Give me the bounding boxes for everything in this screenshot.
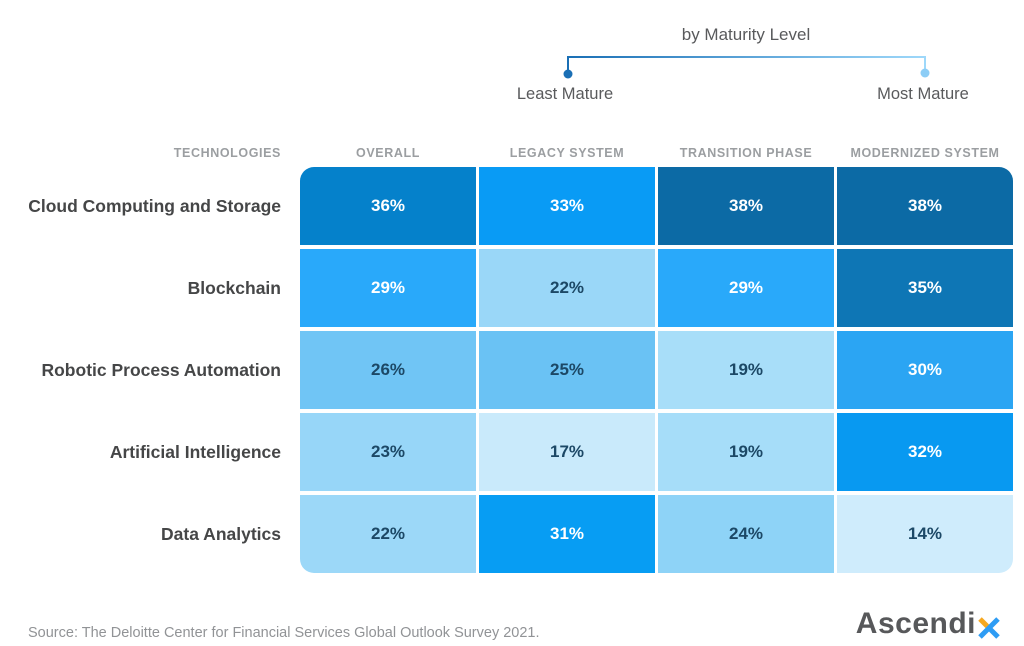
heatmap-cell: 36% (300, 167, 476, 245)
maturity-range-bracket-icon (563, 56, 930, 79)
heatmap-table: Cloud Computing and Storage Blockchain R… (0, 167, 1013, 573)
row-labels-column: Cloud Computing and Storage Blockchain R… (0, 167, 281, 573)
technologies-column-header: TECHNOLOGIES (173, 146, 281, 160)
heatmap-cell: 23% (300, 413, 476, 491)
heatmap-cell: 31% (479, 495, 655, 573)
heatmap-cell: 22% (300, 495, 476, 573)
heatmap-cell: 24% (658, 495, 834, 573)
row-label-cloud-computing: Cloud Computing and Storage (28, 195, 281, 216)
row-label-blockchain: Blockchain (187, 277, 281, 298)
source-note: Source: The Deloitte Center for Financia… (28, 625, 540, 641)
heatmap-cell: 38% (837, 167, 1013, 245)
row-label-artificial-intelligence: Artificial Intelligence (109, 441, 281, 462)
heatmap-cell: 19% (658, 413, 834, 491)
heatmap-cell: 32% (837, 413, 1013, 491)
heatmap-cell: 19% (658, 331, 834, 409)
least-mature-label: Least Mature (516, 85, 614, 103)
heatmap-cell: 29% (658, 249, 834, 327)
heatmap-grid: 36% 33% 38% 38% 29% 22% 29% 35% 26% 25% … (300, 167, 1013, 573)
heatmap-cell: 22% (479, 249, 655, 327)
column-headers: TECHNOLOGIES OVERALL LEGACY SYSTEM TRANS… (0, 146, 1013, 162)
heatmap-cell: 14% (837, 495, 1013, 573)
most-mature-label: Most Mature (877, 85, 969, 103)
column-header-overall: OVERALL (356, 146, 420, 160)
column-header-legacy-system: LEGACY SYSTEM (509, 146, 625, 160)
heatmap-cell: 33% (479, 167, 655, 245)
heatmap-cell: 25% (479, 331, 655, 409)
heatmap-cell: 26% (300, 331, 476, 409)
heatmap-cell: 29% (300, 249, 476, 327)
maturity-level-title: by Maturity Level (681, 25, 811, 44)
heatmap-cell: 17% (479, 413, 655, 491)
row-label-robotic-process-automation: Robotic Process Automation (41, 359, 281, 380)
ascendix-logo-text: Ascendi (855, 607, 976, 640)
column-header-modernized-system: MODERNIZED SYSTEM (850, 146, 1000, 160)
least-mature-dot-icon (563, 69, 573, 79)
heatmap-cell: 35% (837, 249, 1013, 327)
most-mature-dot-icon (920, 68, 930, 78)
column-header-transition-phase: TRANSITION PHASE (679, 146, 813, 160)
ascendix-logo: Ascendi (856, 607, 1001, 641)
heatmap-cell: 30% (837, 331, 1013, 409)
ascendix-logo-x-icon (978, 616, 1000, 639)
heatmap-cell: 38% (658, 167, 834, 245)
data-column-headers: OVERALL LEGACY SYSTEM TRANSITION PHASE M… (300, 146, 1013, 160)
row-label-data-analytics: Data Analytics (161, 523, 281, 544)
